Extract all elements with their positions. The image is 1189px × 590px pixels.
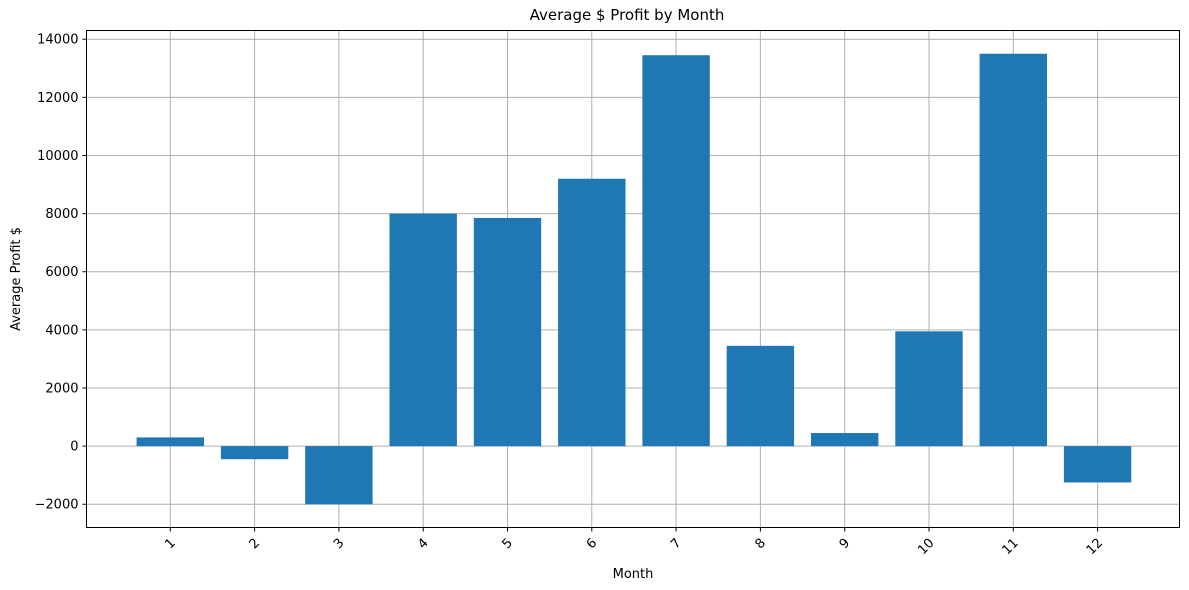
bar-month-3	[305, 446, 373, 505]
y-tick-label: 10000	[37, 149, 78, 164]
plot-frame	[86, 30, 1180, 528]
y-tick-label: 14000	[37, 33, 78, 48]
x-axis: 1 2 3 4 5 6 7 8 9 10 11 12	[162, 527, 1106, 558]
x-tick-label: 1	[162, 536, 178, 552]
x-tick-label: 9	[837, 536, 853, 552]
bar-month-7	[642, 55, 710, 447]
y-tick-label: −2000	[35, 498, 79, 513]
x-tick-label: 7	[668, 536, 684, 552]
bar-month-12	[1063, 446, 1132, 483]
bar-month-1	[136, 437, 204, 447]
x-tick-label: 4	[415, 536, 431, 552]
y-tick-label: 2000	[45, 381, 78, 396]
x-tick-label: 3	[331, 536, 347, 552]
bar-month-11	[979, 53, 1047, 447]
x-axis-label: Month	[613, 567, 654, 582]
bar-month-4	[389, 213, 457, 447]
y-tick-label: 8000	[45, 207, 78, 222]
x-tick-label: 2	[247, 536, 263, 552]
x-tick-label: 11	[999, 536, 1021, 558]
bar-month-9	[811, 433, 879, 447]
y-axis: −2000 0 2000 4000 6000 8000 10000 12000 14000	[35, 33, 87, 513]
bar-month-5	[473, 217, 542, 447]
x-tick-label: 6	[584, 536, 600, 552]
bar-month-8	[726, 345, 795, 447]
chart-title: Average $ Profit by Month	[530, 6, 725, 24]
y-tick-label: 0	[70, 440, 78, 455]
bar-month-10	[895, 331, 963, 447]
x-tick-label: 5	[500, 536, 516, 552]
x-tick-label: 8	[752, 536, 768, 552]
y-tick-label: 12000	[37, 91, 78, 106]
y-tick-label: 6000	[45, 265, 78, 280]
x-tick-label: 12	[1084, 536, 1106, 558]
y-axis-label: Average Profit $	[9, 227, 24, 331]
x-tick-label: 10	[915, 536, 937, 558]
bar-month-6	[558, 178, 626, 447]
bar-month-2	[220, 446, 289, 460]
y-tick-label: 4000	[45, 323, 78, 338]
bars	[136, 53, 1132, 505]
